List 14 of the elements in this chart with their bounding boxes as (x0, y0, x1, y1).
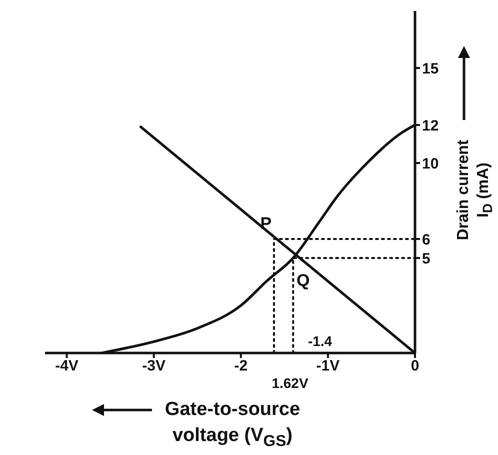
text: 1.62V (272, 374, 309, 391)
x-tick-label: -3V (142, 358, 166, 375)
x-tick-label: -2 (234, 358, 248, 375)
annotation: -1.4 (308, 332, 332, 349)
x-tick-label: -1V (316, 358, 340, 375)
annotation: Q (296, 271, 310, 290)
y-tick-label: 10 (422, 155, 439, 172)
x-tick-label: -4V (55, 358, 78, 375)
y-tick-label: 12 (422, 117, 439, 134)
x-tick-label: 0 (410, 358, 420, 375)
y-tick-label: 15 (422, 60, 439, 78)
y-tick-label: 6 (422, 231, 430, 248)
y-tick-label: 5 (422, 250, 430, 268)
x-axis-title: Gate-to-source voltage (V$_{GS}$) (164, 398, 302, 452)
